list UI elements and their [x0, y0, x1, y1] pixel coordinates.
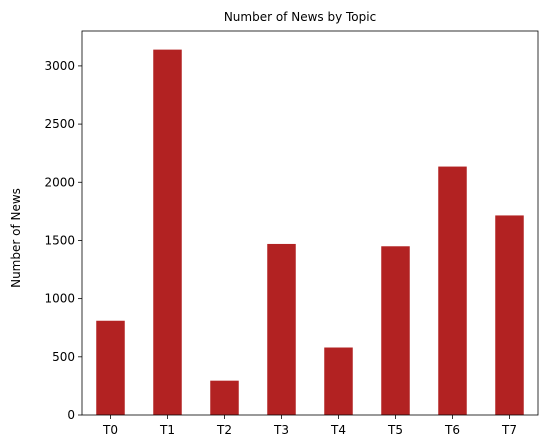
y-tick-label: 0 [67, 408, 75, 422]
bar-t4 [324, 347, 353, 415]
x-tick-label: T6 [444, 423, 460, 437]
bar-t0 [96, 320, 125, 415]
plot-area-frame [81, 30, 539, 416]
y-axis-label: Number of News [9, 188, 23, 288]
x-tick-label: T1 [159, 423, 175, 437]
bar-t7 [495, 215, 524, 415]
y-tick-label: 1000 [44, 292, 75, 306]
x-tick-label: T5 [387, 423, 403, 437]
bar-t2 [210, 380, 239, 415]
chart-title: Number of News by Topic [224, 10, 376, 24]
y-tick-label: 2000 [44, 175, 75, 189]
bar-t5 [381, 246, 410, 415]
y-tick-label: 1500 [44, 233, 75, 247]
y-tick-label: 500 [52, 350, 75, 364]
x-tick-label: T7 [501, 423, 517, 437]
x-tick-label: T2 [216, 423, 232, 437]
x-tick-label: T4 [330, 423, 346, 437]
y-tick-label: 3000 [44, 59, 75, 73]
bar-t1 [153, 49, 182, 415]
bars-group [96, 49, 524, 415]
y-tick-label: 2500 [44, 117, 75, 131]
y-axis-ticks: 0 500 1000 1500 2000 2500 3000 [44, 59, 82, 422]
x-axis-ticks: T0 T1 T2 T3 T4 T5 T6 T7 [102, 415, 517, 437]
bar-t3 [267, 243, 296, 415]
x-tick-label: T3 [273, 423, 289, 437]
x-tick-label: T0 [102, 423, 118, 437]
bar-t6 [438, 166, 467, 415]
